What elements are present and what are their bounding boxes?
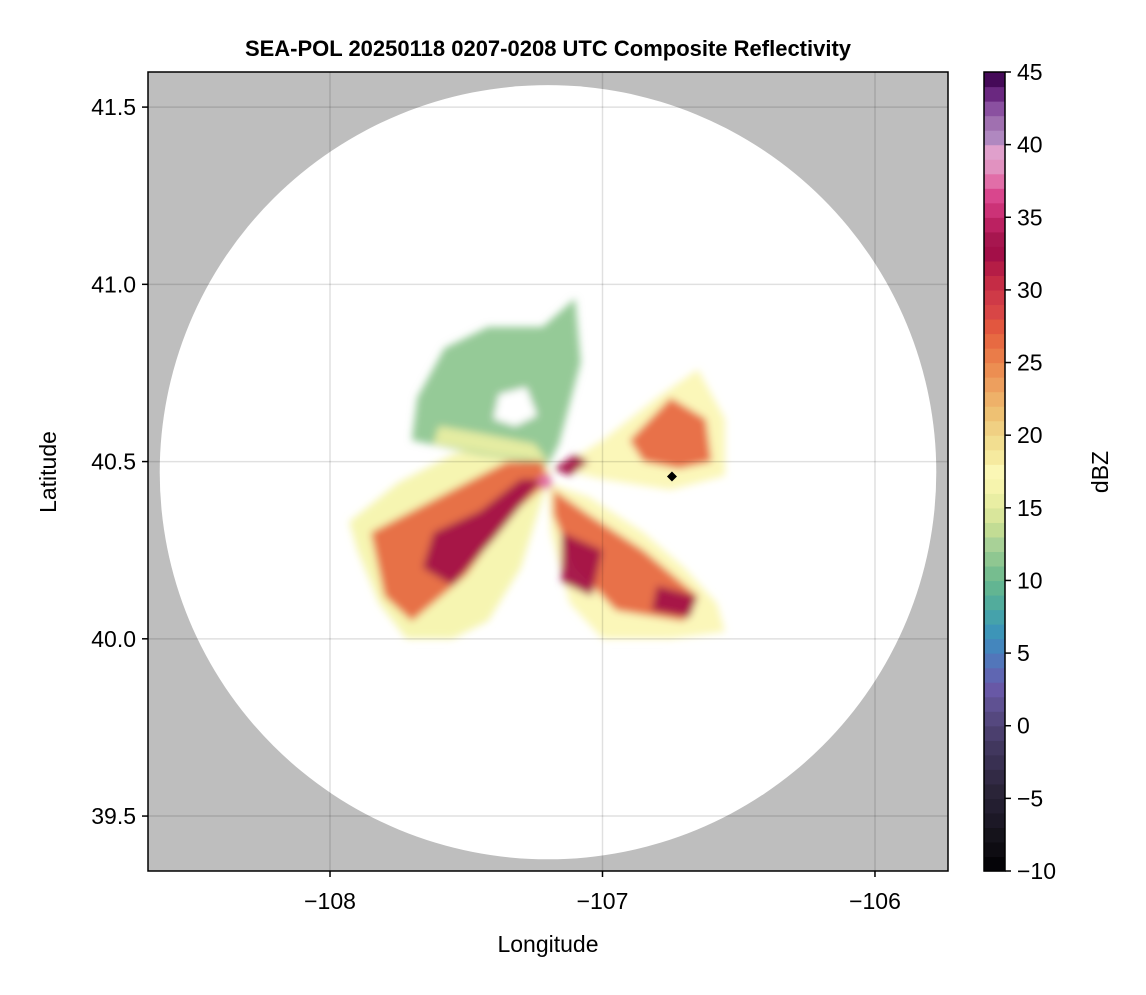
colorbar-bin	[984, 289, 1005, 306]
colorbar-bin	[984, 449, 1005, 465]
echo-region	[537, 472, 554, 490]
colorbar-bin	[984, 260, 1005, 276]
echo-region	[422, 479, 543, 586]
colorbar-bin	[984, 173, 1005, 189]
colorbar-bin	[984, 682, 1005, 698]
colorbar-tick-label: 30	[1017, 277, 1043, 303]
echo-region	[651, 585, 698, 618]
y-tick-label: 41.0	[91, 271, 136, 297]
y-tick-label: 39.5	[91, 803, 136, 829]
colorbar-bin	[984, 391, 1005, 407]
y-tick-label: 40.0	[91, 626, 136, 652]
colorbar-bin	[984, 711, 1005, 727]
colorbar-tick-label: 40	[1017, 132, 1043, 158]
axes: −108 −107 −106 39.5 40.0 40.5 41.0 41.5	[91, 94, 901, 914]
colorbar-bin	[984, 144, 1005, 160]
colorbar-bin	[984, 725, 1005, 741]
colorbar-bin	[984, 217, 1005, 233]
colorbar-bin	[984, 420, 1005, 436]
colorbar-bin	[984, 696, 1005, 712]
colorbar-bin	[984, 377, 1005, 393]
colorbar-bin	[984, 856, 1005, 872]
x-tick-label: −107	[577, 888, 629, 914]
gridlines	[148, 72, 948, 871]
colorbar-bin	[984, 740, 1005, 756]
diamond-marker	[666, 471, 677, 482]
colorbar-bin	[984, 565, 1005, 582]
colorbar-bin	[984, 202, 1005, 218]
colorbar-tick-label: 25	[1017, 350, 1043, 376]
colorbar-tick-label: 20	[1017, 422, 1043, 448]
colorbar-bin	[984, 464, 1005, 480]
colorbar-bin	[984, 754, 1005, 770]
no-echo-hole	[493, 387, 538, 427]
colorbar-bin	[984, 624, 1005, 640]
colorbar-bin	[984, 841, 1005, 858]
colorbar-bin	[984, 609, 1005, 625]
echo-region	[561, 532, 603, 597]
colorbar-bin	[984, 638, 1005, 654]
colorbar-bin	[984, 798, 1005, 814]
colorbar-bin	[984, 812, 1005, 829]
colorbar-bin	[984, 188, 1005, 204]
plot-area	[148, 72, 948, 871]
colorbar-bin	[984, 130, 1005, 146]
colorbar-tick-label: 5	[1017, 640, 1030, 666]
colorbar-tick-label: 0	[1017, 713, 1030, 739]
colorbar-tick-label: 45	[1017, 59, 1043, 85]
colorbar-bin	[984, 551, 1005, 567]
colorbar-label: dBZ	[1087, 451, 1113, 493]
colorbar-tick-label: 15	[1017, 495, 1043, 521]
colorbar-frame	[983, 71, 1006, 872]
y-tick-label: 40.5	[91, 449, 136, 475]
colorbar-bin	[984, 827, 1005, 843]
colorbar-tick-label: 35	[1017, 204, 1043, 230]
x-tick-label: −108	[304, 888, 356, 914]
echo-region	[553, 454, 589, 476]
colorbar-tick-label: −5	[1017, 785, 1043, 811]
echo-field	[349, 298, 726, 639]
colorbar-bin	[984, 101, 1005, 117]
chart-title: SEA-POL 20250118 0207-0208 UTC Composite…	[245, 36, 852, 61]
colorbar: −10 −5 0 5 10 15 20 25 30 35 40 45	[983, 59, 1056, 884]
colorbar-bin	[984, 667, 1005, 683]
colorbar-bin	[984, 580, 1005, 596]
x-tick-label: −106	[849, 888, 901, 914]
y-axis-label: Latitude	[35, 431, 61, 513]
colorbar-tick-label: −10	[1017, 858, 1056, 884]
x-axis-label: Longitude	[497, 931, 598, 957]
colorbar-bin	[984, 231, 1005, 247]
colorbar-bin	[984, 478, 1005, 494]
colorbar-bin	[984, 594, 1005, 611]
colorbar-bin	[984, 507, 1005, 523]
colorbar-bin	[984, 493, 1005, 509]
colorbar-bin	[984, 406, 1005, 422]
colorbar-bin	[984, 318, 1005, 335]
colorbar-bin	[984, 304, 1005, 320]
colorbar-bin	[984, 86, 1005, 102]
echo-region	[433, 426, 548, 462]
colorbar-bin	[984, 246, 1005, 262]
colorbar-bin	[984, 72, 1005, 88]
colorbar-bin	[984, 333, 1005, 349]
colorbar-bin	[984, 348, 1005, 364]
colorbar-bin	[984, 783, 1005, 799]
colorbar-bin	[984, 362, 1005, 378]
colorbar-bin	[984, 115, 1005, 131]
colorbar-bin	[984, 522, 1005, 538]
echo-region	[411, 298, 581, 466]
colorbar-bin	[984, 435, 1005, 451]
colorbar-bin	[984, 275, 1005, 291]
colorbar-bin	[984, 159, 1005, 175]
plot-frame	[147, 71, 949, 872]
colorbar-tick-label: 10	[1017, 567, 1043, 593]
echo-region	[629, 397, 712, 469]
colorbar-bin	[984, 653, 1005, 669]
colorbar-bin	[984, 536, 1005, 552]
colorbar-bin	[984, 769, 1005, 785]
y-tick-label: 41.5	[91, 94, 136, 120]
